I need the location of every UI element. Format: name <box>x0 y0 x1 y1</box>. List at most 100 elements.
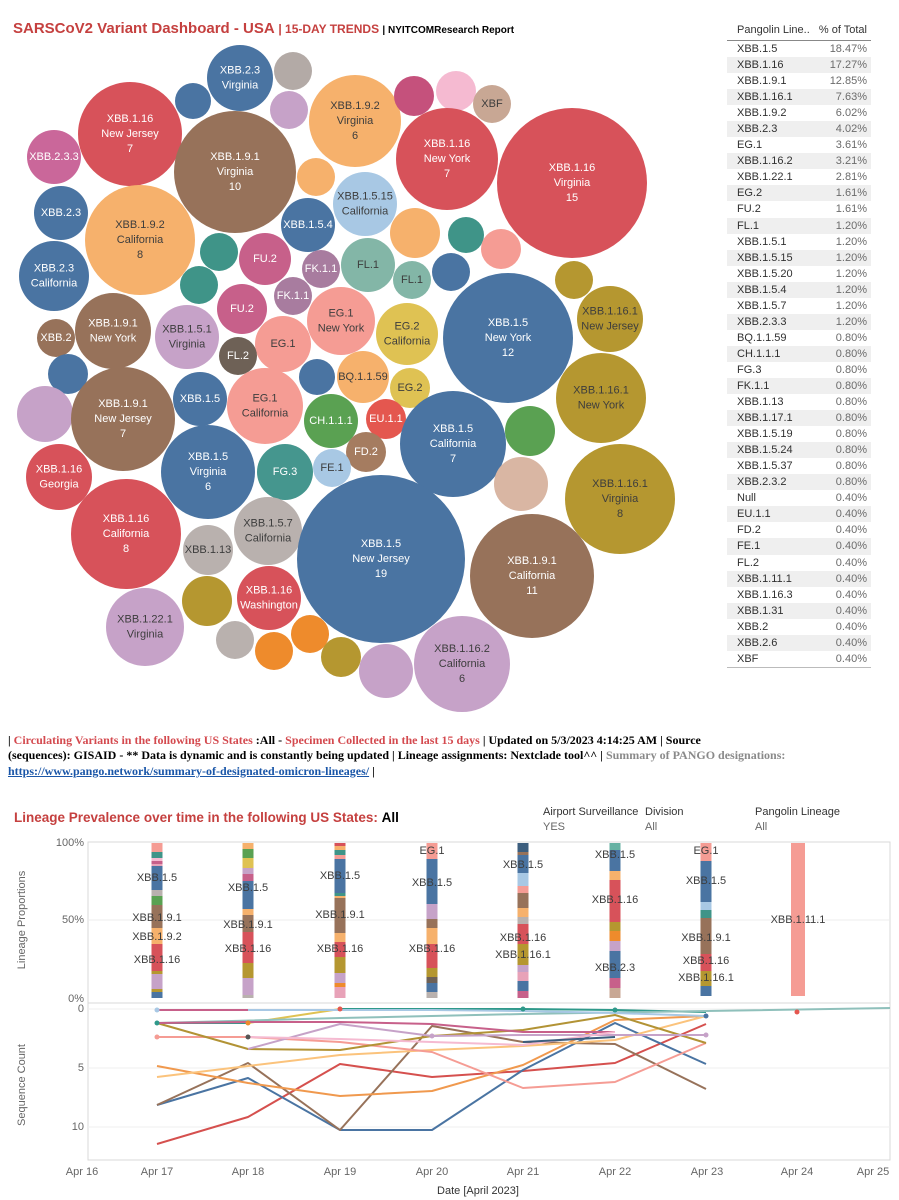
svg-text:XBB.1.16.1: XBB.1.16.1 <box>678 972 734 984</box>
svg-text:Apr 16: Apr 16 <box>66 1166 98 1178</box>
svg-text:XBB.1.16: XBB.1.16 <box>500 932 546 944</box>
svg-text:BQ.1.1.59: BQ.1.1.59 <box>338 371 388 383</box>
svg-text:Apr 23: Apr 23 <box>691 1166 723 1178</box>
svg-text:Lineage Proportions: Lineage Proportions <box>16 870 28 969</box>
svg-text:Virginia: Virginia <box>602 493 639 505</box>
svg-text:XBB.1.5.15: XBB.1.5.15 <box>337 191 393 203</box>
svg-text:XBB.1.16: XBB.1.16 <box>225 943 271 955</box>
svg-text:XBB.1.16: XBB.1.16 <box>317 943 363 955</box>
svg-text:FL.1: FL.1 <box>401 274 423 286</box>
svg-text:12: 12 <box>502 347 514 359</box>
svg-text:XBB.1.5.7: XBB.1.5.7 <box>243 518 293 530</box>
svg-text:XBB.1.16: XBB.1.16 <box>246 585 292 597</box>
svg-text:Georgia: Georgia <box>39 479 79 491</box>
svg-text:XBB.1.5.1: XBB.1.5.1 <box>162 324 212 336</box>
svg-text:EG.1: EG.1 <box>270 338 295 350</box>
svg-text:XBB.1.16: XBB.1.16 <box>134 954 180 966</box>
svg-text:XBB.1.13: XBB.1.13 <box>185 544 231 556</box>
svg-text:6: 6 <box>352 130 358 142</box>
svg-text:100%: 100% <box>56 837 84 849</box>
svg-text:New Jersey: New Jersey <box>581 321 639 333</box>
svg-text:XBB.1.16: XBB.1.16 <box>107 113 153 125</box>
svg-text:8: 8 <box>617 508 623 520</box>
svg-text:EG.2: EG.2 <box>394 321 419 333</box>
svg-text:New Jersey: New Jersey <box>352 553 410 565</box>
svg-text:XBB.1.9.1: XBB.1.9.1 <box>507 555 557 567</box>
svg-text:XBB.1.5: XBB.1.5 <box>180 393 220 405</box>
svg-text:XBB.1.16: XBB.1.16 <box>592 894 638 906</box>
svg-text:Apr 22: Apr 22 <box>599 1166 631 1178</box>
svg-text:California: California <box>245 533 292 545</box>
svg-text:5: 5 <box>78 1062 84 1074</box>
svg-text:XBB.1.5: XBB.1.5 <box>488 317 528 329</box>
svg-text:XBB.1.5: XBB.1.5 <box>137 872 177 884</box>
svg-text:Apr 17: Apr 17 <box>141 1166 173 1178</box>
svg-text:XBB.1.16.1: XBB.1.16.1 <box>582 306 638 318</box>
svg-text:8: 8 <box>123 543 129 555</box>
svg-text:XBB.1.5: XBB.1.5 <box>361 538 401 550</box>
svg-text:New York: New York <box>90 333 137 345</box>
svg-text:XBB.1.9.1: XBB.1.9.1 <box>223 919 273 931</box>
svg-text:Virginia: Virginia <box>554 177 591 189</box>
svg-text:XBB.1.16: XBB.1.16 <box>424 138 470 150</box>
svg-text:XBB.1.9.2: XBB.1.9.2 <box>330 100 380 112</box>
svg-text:FG.3: FG.3 <box>273 466 297 478</box>
svg-text:XBB.1.16.1: XBB.1.16.1 <box>495 949 551 961</box>
svg-text:50%: 50% <box>62 914 84 926</box>
svg-text:Virginia: Virginia <box>190 466 227 478</box>
svg-text:XBB.1.16: XBB.1.16 <box>36 464 82 476</box>
svg-text:XBB.1.5: XBB.1.5 <box>686 875 726 887</box>
svg-text:XBB.1.5: XBB.1.5 <box>188 451 228 463</box>
svg-text:7: 7 <box>444 168 450 180</box>
svg-text:XBB.1.22.1: XBB.1.22.1 <box>117 614 173 626</box>
svg-text:XBB.1.5: XBB.1.5 <box>433 423 473 435</box>
svg-text:Virginia: Virginia <box>217 166 254 178</box>
svg-text:Apr 24: Apr 24 <box>781 1166 813 1178</box>
svg-text:California: California <box>117 234 164 246</box>
svg-text:8: 8 <box>137 249 143 261</box>
svg-text:XBF: XBF <box>481 98 503 110</box>
svg-text:Virginia: Virginia <box>337 115 374 127</box>
svg-text:XBB.1.16: XBB.1.16 <box>549 162 595 174</box>
svg-text:EG.1: EG.1 <box>693 845 718 857</box>
svg-text:FU.2: FU.2 <box>230 303 254 315</box>
svg-text:FK.1.1: FK.1.1 <box>305 263 337 275</box>
svg-text:10: 10 <box>229 181 241 193</box>
svg-text:XBB.1.5: XBB.1.5 <box>228 882 268 894</box>
svg-text:XBB.1.16.1: XBB.1.16.1 <box>592 478 648 490</box>
svg-text:0%: 0% <box>68 993 84 1005</box>
svg-text:Apr 20: Apr 20 <box>416 1166 448 1178</box>
svg-text:7: 7 <box>450 453 456 465</box>
svg-text:Virginia: Virginia <box>222 80 259 92</box>
svg-text:California: California <box>342 206 389 218</box>
svg-text:0: 0 <box>78 1003 84 1015</box>
svg-text:XBB.2.3: XBB.2.3 <box>34 263 74 275</box>
svg-text:15: 15 <box>566 192 578 204</box>
svg-text:California: California <box>384 336 431 348</box>
svg-text:California: California <box>242 408 289 420</box>
svg-text:EU.1.1: EU.1.1 <box>369 413 403 425</box>
svg-text:FD.2: FD.2 <box>354 446 378 458</box>
svg-text:Apr 25: Apr 25 <box>857 1166 889 1178</box>
svg-text:6: 6 <box>459 673 465 685</box>
svg-text:California: California <box>430 438 477 450</box>
svg-text:7: 7 <box>127 143 133 155</box>
svg-text:10: 10 <box>72 1121 84 1133</box>
svg-text:XBB.1.9.1: XBB.1.9.1 <box>132 912 182 924</box>
svg-text:XBB.1.9.2: XBB.1.9.2 <box>115 219 165 231</box>
svg-text:XBB.1.5: XBB.1.5 <box>412 877 452 889</box>
svg-text:XBB.1.5: XBB.1.5 <box>320 870 360 882</box>
svg-text:XBB.1.16: XBB.1.16 <box>409 943 455 955</box>
svg-text:New York: New York <box>318 323 365 335</box>
svg-text:FU.2: FU.2 <box>253 253 277 265</box>
svg-text:XBB.2: XBB.2 <box>40 332 71 344</box>
svg-text:19: 19 <box>375 568 387 580</box>
svg-text:California: California <box>103 528 150 540</box>
svg-text:XBB.2.3.3: XBB.2.3.3 <box>29 151 79 163</box>
svg-text:Sequence Count: Sequence Count <box>16 1044 28 1126</box>
svg-text:6: 6 <box>205 481 211 493</box>
svg-text:California: California <box>509 570 556 582</box>
svg-text:Virginia: Virginia <box>169 339 206 351</box>
svg-text:New Jersey: New Jersey <box>101 128 159 140</box>
svg-text:XBB.1.16: XBB.1.16 <box>683 955 729 967</box>
